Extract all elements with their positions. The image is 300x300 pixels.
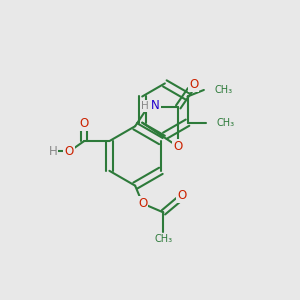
Text: H: H: [141, 101, 149, 111]
Text: O: O: [80, 117, 89, 130]
Text: O: O: [138, 197, 147, 210]
Text: N: N: [151, 99, 159, 112]
Text: CH₃: CH₃: [154, 234, 172, 244]
Text: CH₃: CH₃: [216, 118, 235, 128]
Text: O: O: [177, 189, 186, 202]
Text: O: O: [174, 140, 183, 153]
Text: CH₃: CH₃: [214, 85, 232, 95]
Text: H: H: [49, 145, 57, 158]
Text: O: O: [189, 78, 198, 91]
Text: O: O: [64, 145, 74, 158]
